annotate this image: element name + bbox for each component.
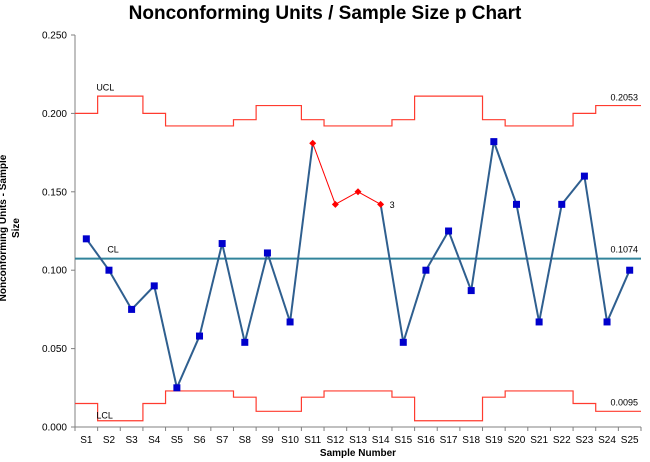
rule-annotation: 3 <box>390 200 395 210</box>
data-point <box>467 287 475 295</box>
data-point <box>150 282 158 290</box>
x-axis-label: Sample Number <box>319 448 397 459</box>
lcl-value-label: 0.0095 <box>610 397 638 407</box>
data-point <box>196 332 204 340</box>
chart-title: Nonconforming Units / Sample Size p Char… <box>128 3 522 24</box>
x-tick-label: S9 <box>261 435 274 446</box>
x-tick-label: S8 <box>239 435 252 446</box>
x-tick-label: S4 <box>148 435 161 446</box>
x-tick-label: S23 <box>576 435 594 446</box>
x-tick-label: S13 <box>349 435 367 446</box>
data-point <box>218 240 226 248</box>
series-segment <box>425 230 450 271</box>
ucl-label: UCL <box>96 82 114 92</box>
y-tick-label: 0.000 <box>42 423 67 434</box>
x-tick-label: S1 <box>80 435 93 446</box>
y-tick-label: 0.250 <box>42 31 67 42</box>
data-point <box>558 200 566 208</box>
y-tick-label: 0.050 <box>42 344 67 355</box>
series-segment <box>379 204 405 343</box>
data-point <box>445 227 453 235</box>
series-segment <box>266 252 292 323</box>
x-tick-label: S19 <box>485 435 503 446</box>
data-point <box>512 200 520 208</box>
x-tick-label: S12 <box>326 435 344 446</box>
series-segment <box>221 243 246 343</box>
x-tick-label: S16 <box>417 435 435 446</box>
x-tick-label: S3 <box>125 435 138 446</box>
x-tick-label: S20 <box>508 435 526 446</box>
series-segment <box>538 204 563 323</box>
data-point <box>603 318 611 326</box>
series-segment <box>243 252 269 343</box>
series-segment <box>85 238 110 271</box>
series-segment <box>515 204 541 323</box>
series-segment <box>153 285 178 389</box>
y-tick-label: 0.100 <box>42 266 67 277</box>
x-tick-label: S18 <box>462 435 480 446</box>
series-segment <box>108 269 133 310</box>
data-point <box>82 235 90 243</box>
x-tick-label: S2 <box>103 435 116 446</box>
series-segment <box>606 269 631 323</box>
ooc-point <box>331 200 339 208</box>
x-tick-label: S21 <box>530 435 548 446</box>
data-point <box>263 249 271 257</box>
series-segment <box>470 141 495 291</box>
ooc-point <box>377 200 385 208</box>
x-tick-label: S7 <box>216 435 229 446</box>
ooc-point <box>354 188 362 196</box>
x-tick-label: S24 <box>598 435 616 446</box>
series-segment <box>447 230 473 291</box>
data-point <box>173 384 181 392</box>
x-tick-label: S17 <box>440 435 458 446</box>
series-segment <box>492 141 518 205</box>
data-point <box>422 266 430 274</box>
series-segment <box>130 285 155 311</box>
lcl-line <box>75 390 641 422</box>
lcl-label: LCL <box>96 410 113 420</box>
ooc-segment <box>335 191 359 205</box>
data-point <box>580 172 588 180</box>
series-segment <box>583 175 609 323</box>
x-tick-label: S10 <box>281 435 299 446</box>
x-tick-label: S11 <box>304 435 321 446</box>
ooc-point <box>309 139 317 147</box>
x-tick-label: S5 <box>171 435 184 446</box>
x-tick-label: S22 <box>553 435 571 446</box>
ooc-segment <box>357 191 381 205</box>
cl-label: CL <box>107 245 119 255</box>
series-segment <box>402 269 427 343</box>
data-point <box>490 138 498 146</box>
data-point <box>128 305 136 313</box>
data-point <box>105 266 113 274</box>
cl-value-label: 0.1074 <box>610 245 638 255</box>
data-point <box>399 338 407 346</box>
series-segment <box>560 175 586 205</box>
ucl-value-label: 0.2053 <box>610 93 638 103</box>
series-segment <box>198 243 224 337</box>
x-tick-label: S14 <box>372 435 390 446</box>
data-point <box>626 266 634 274</box>
x-tick-label: S15 <box>394 435 412 446</box>
data-point <box>286 318 294 326</box>
ooc-segment <box>312 143 336 205</box>
series-segment <box>175 335 201 389</box>
ucl-line <box>75 95 641 127</box>
series-segment <box>289 143 314 323</box>
data-point <box>241 338 249 346</box>
x-tick-label: S25 <box>621 435 639 446</box>
y-tick-label: 0.200 <box>42 109 67 120</box>
y-tick-label: 0.150 <box>42 187 67 198</box>
x-tick-label: S6 <box>193 435 206 446</box>
data-point <box>535 318 543 326</box>
